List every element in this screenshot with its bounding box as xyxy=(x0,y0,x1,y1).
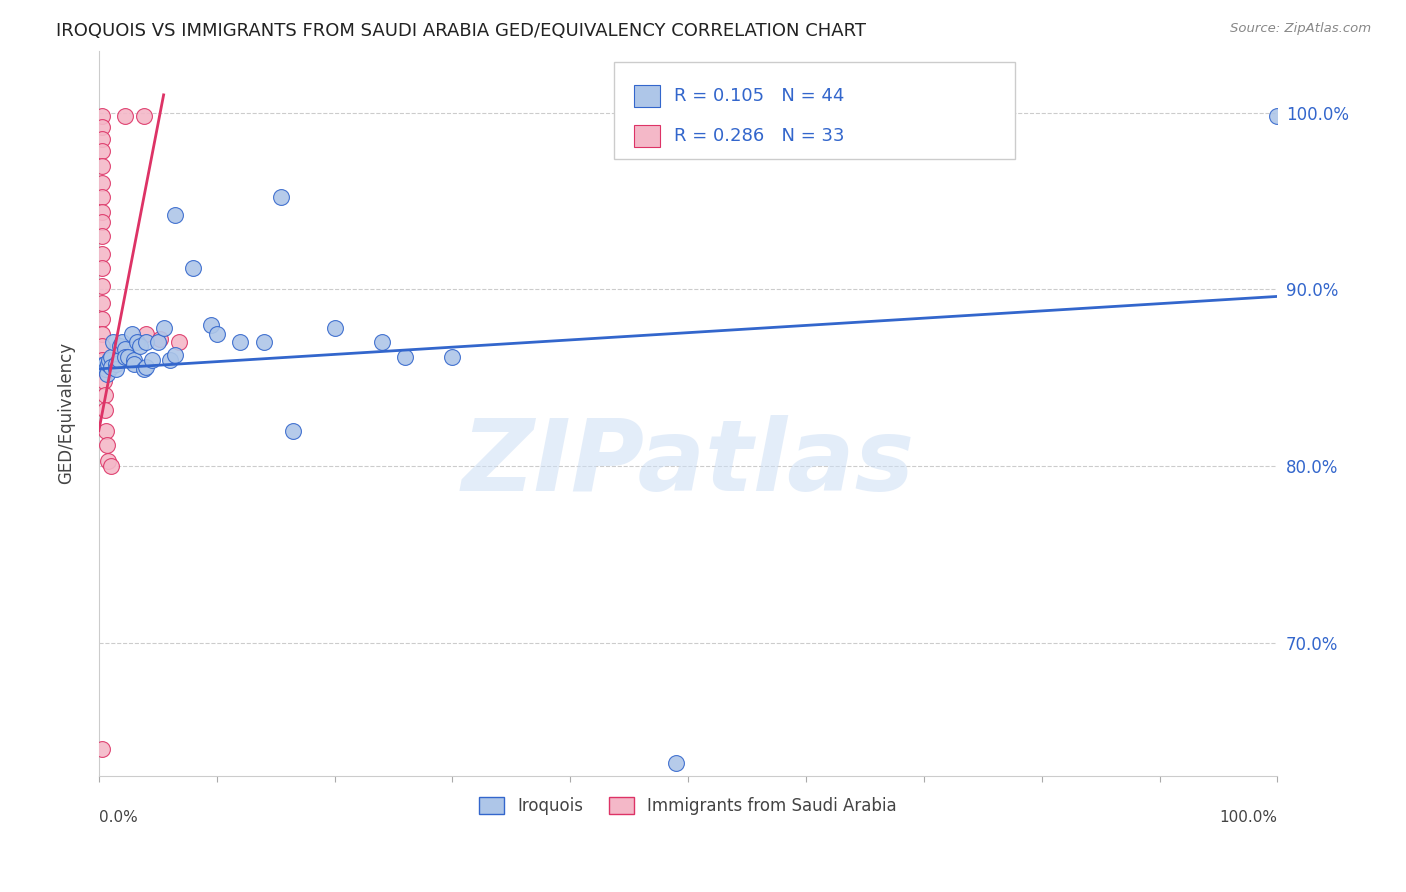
Point xyxy=(96,368,118,382)
Point xyxy=(122,357,145,371)
Point xyxy=(91,296,114,310)
Point xyxy=(91,159,114,173)
Point xyxy=(165,348,187,362)
Point xyxy=(146,335,169,350)
Text: R = 0.105   N = 44: R = 0.105 N = 44 xyxy=(673,87,845,105)
Point xyxy=(91,359,114,373)
Point xyxy=(441,350,464,364)
Point xyxy=(108,344,131,359)
Point xyxy=(96,438,118,452)
Point xyxy=(1267,109,1289,123)
Point xyxy=(283,424,305,438)
Point xyxy=(121,326,143,341)
FancyBboxPatch shape xyxy=(634,85,659,107)
Point xyxy=(93,362,115,376)
Point xyxy=(181,261,204,276)
Point xyxy=(97,454,120,468)
Point xyxy=(91,215,114,229)
Point xyxy=(135,326,157,341)
Point xyxy=(93,374,115,388)
Point xyxy=(229,335,252,350)
FancyBboxPatch shape xyxy=(634,125,659,146)
Point xyxy=(91,339,114,353)
Point xyxy=(91,145,114,159)
Point xyxy=(167,335,190,350)
Point xyxy=(93,388,115,402)
Text: IROQUOIS VS IMMIGRANTS FROM SAUDI ARABIA GED/EQUIVALENCY CORRELATION CHART: IROQUOIS VS IMMIGRANTS FROM SAUDI ARABIA… xyxy=(56,22,866,40)
Point xyxy=(94,362,117,376)
Text: R = 0.286   N = 33: R = 0.286 N = 33 xyxy=(673,127,845,145)
Point xyxy=(91,742,114,756)
Point xyxy=(205,326,228,341)
Point xyxy=(114,350,136,364)
Point xyxy=(135,335,157,350)
Point xyxy=(152,321,174,335)
Point xyxy=(111,335,134,350)
Point xyxy=(91,120,114,134)
Point xyxy=(91,247,114,261)
Point xyxy=(91,176,114,190)
Point xyxy=(370,335,392,350)
Point xyxy=(135,360,157,375)
Point xyxy=(97,357,120,371)
Point xyxy=(122,353,145,368)
Text: ZIPatlas: ZIPatlas xyxy=(461,416,915,512)
Point xyxy=(93,402,115,417)
Point xyxy=(132,109,155,123)
Point xyxy=(105,357,128,371)
Point xyxy=(108,353,131,368)
Point xyxy=(93,357,115,371)
Y-axis label: GED/Equivalency: GED/Equivalency xyxy=(58,342,75,484)
Point xyxy=(665,756,688,771)
Point xyxy=(125,335,148,350)
Point xyxy=(394,350,416,364)
Point xyxy=(100,350,122,364)
Point xyxy=(91,312,114,326)
Point xyxy=(159,353,181,368)
Point xyxy=(165,208,187,222)
Point xyxy=(100,360,122,375)
Point xyxy=(108,339,131,353)
Text: Source: ZipAtlas.com: Source: ZipAtlas.com xyxy=(1230,22,1371,36)
Point xyxy=(200,318,222,332)
Point xyxy=(323,321,346,335)
Point xyxy=(91,132,114,146)
Point xyxy=(270,190,292,204)
Point xyxy=(91,190,114,204)
Point xyxy=(141,353,163,368)
Point xyxy=(149,332,172,346)
Point xyxy=(98,353,121,368)
Point xyxy=(114,109,136,123)
Point xyxy=(100,459,122,474)
Point xyxy=(91,204,114,219)
Text: 0.0%: 0.0% xyxy=(98,810,138,825)
Point xyxy=(117,350,139,364)
Point xyxy=(105,362,128,376)
Point xyxy=(91,109,114,123)
Text: 100.0%: 100.0% xyxy=(1219,810,1278,825)
Point xyxy=(253,335,276,350)
Point xyxy=(91,261,114,276)
Point xyxy=(132,362,155,376)
Point xyxy=(91,326,114,341)
Point xyxy=(129,339,152,353)
Point xyxy=(91,278,114,293)
Point xyxy=(91,229,114,244)
Point xyxy=(101,335,124,350)
FancyBboxPatch shape xyxy=(614,62,1015,160)
Legend: Iroquois, Immigrants from Saudi Arabia: Iroquois, Immigrants from Saudi Arabia xyxy=(472,790,904,822)
Point xyxy=(94,424,117,438)
Point xyxy=(114,343,136,357)
Point xyxy=(91,353,114,368)
